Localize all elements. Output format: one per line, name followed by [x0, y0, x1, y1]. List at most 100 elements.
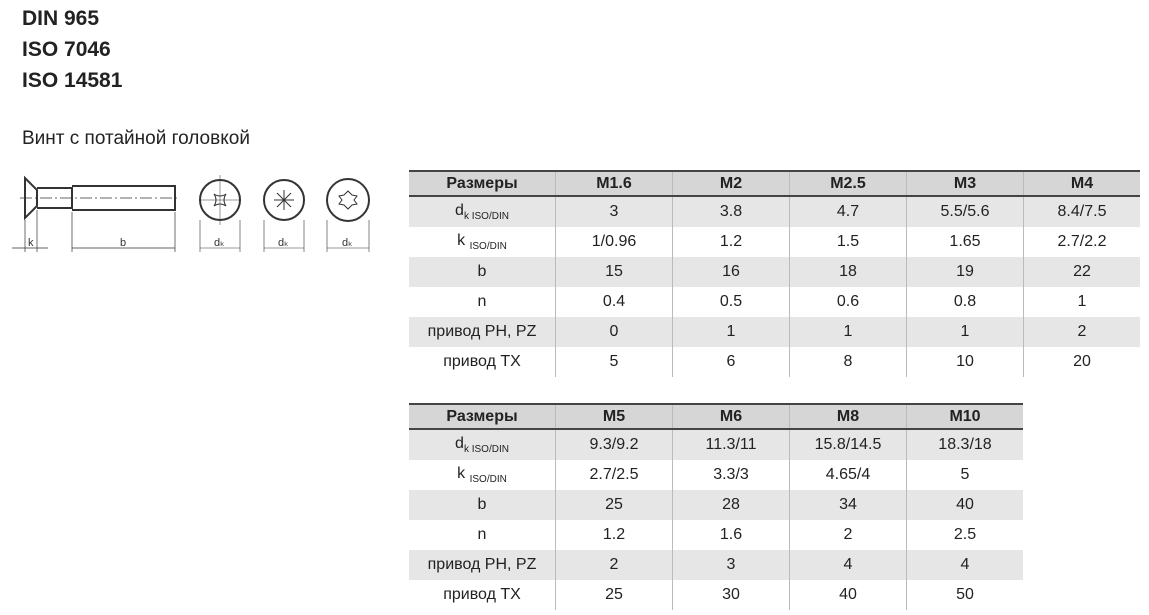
row-label: b	[409, 257, 556, 287]
phillips-head-icon: dₖ	[199, 175, 241, 252]
table-cell: 28	[672, 490, 790, 520]
table-row: привод TX 25 30 40 50	[409, 580, 1023, 610]
row-label: n	[477, 526, 487, 543]
table-cell: 34	[789, 490, 907, 520]
subtitle: Винт с потайной головкой	[22, 128, 250, 149]
size-header: M8	[789, 403, 907, 430]
dim-k: k	[28, 237, 34, 249]
size-header: M4	[1023, 170, 1140, 197]
svg-text:dₖ: dₖ	[278, 237, 289, 249]
table-row: n 0.4 0.5 0.6 0.8 1	[409, 287, 1140, 317]
row-label-dk: dk ISO/DIN	[409, 196, 556, 227]
table-cell: 10	[906, 347, 1024, 377]
table-cell: 1	[906, 317, 1024, 347]
table-cell: 22	[1023, 257, 1140, 287]
table-row: dk ISO/DIN 9.3/9.2 11.3/11 15.8/14.5 18.3/18	[409, 429, 1023, 460]
table-cell: 3	[555, 196, 673, 227]
pozidriv-head-icon: dₖ	[263, 179, 305, 252]
table-row: dk ISO/DIN 3 3.8 4.7 5.5/5.6 8.4/7.5	[409, 196, 1140, 227]
screw-drawing: k b dₖ dₖ dₖ	[12, 175, 370, 252]
standard-iso14581: ISO 14581	[22, 69, 123, 92]
table-cell: 15.8/14.5	[789, 429, 907, 460]
size-header: M3	[906, 170, 1024, 197]
table-cell: 3	[672, 550, 790, 580]
table-cell: 4.65/4	[789, 460, 907, 490]
table-row: n 1.2 1.6 2 2.5	[409, 520, 1023, 550]
table-cell: 5	[906, 460, 1023, 490]
torx-head-icon: dₖ	[326, 178, 370, 252]
table-cell: 18	[789, 257, 907, 287]
table-cell: 50	[906, 580, 1023, 610]
table-cell: 4	[789, 550, 907, 580]
table-cell: 1.2	[672, 227, 790, 257]
table-cell: 2.7/2.5	[555, 460, 673, 490]
dim-b: b	[120, 237, 126, 249]
table-cell: 4	[906, 550, 1023, 580]
header-row: Размеры M5 M6 M8 M10	[409, 403, 1023, 430]
table-cell: 1.5	[789, 227, 907, 257]
size-header: M2.5	[789, 170, 907, 197]
table-cell: 1	[672, 317, 790, 347]
row-label-dk: dk ISO/DIN	[409, 429, 556, 460]
table-cell: 1	[1023, 287, 1140, 317]
svg-text:dₖ: dₖ	[214, 237, 225, 249]
row-label: n	[477, 293, 487, 310]
table-cell: 9.3/9.2	[555, 429, 673, 460]
table-row: привод PH, PZ 0 1 1 1 2	[409, 317, 1140, 347]
table-row: b 25 28 34 40	[409, 490, 1023, 520]
table-cell: 8.4/7.5	[1023, 196, 1140, 227]
screw-side-view: k b	[12, 175, 180, 252]
table-cell: 6	[672, 347, 790, 377]
table-cell: 15	[555, 257, 673, 287]
table-row: b 15 16 18 19 22	[409, 257, 1140, 287]
standard-din965: DIN 965	[22, 7, 100, 30]
table-row: привод TX 5 6 8 10 20	[409, 347, 1140, 377]
table-cell: 1/0.96	[555, 227, 673, 257]
table-cell: 0.4	[555, 287, 673, 317]
table-cell: 8	[789, 347, 907, 377]
row-label: привод PH, PZ	[409, 317, 556, 347]
header-row: Размеры M1.6 M2 M2.5 M3 M4	[409, 170, 1140, 197]
standard-iso7046: ISO 7046	[22, 38, 111, 61]
header-label: Размеры	[409, 403, 556, 430]
row-label: привод PH, PZ	[409, 550, 556, 580]
table-cell: 2	[555, 550, 673, 580]
table-cell: 2.7/2.2	[1023, 227, 1140, 257]
table-cell: 0.6	[789, 287, 907, 317]
row-label: привод TX	[443, 353, 521, 370]
table-cell: 20	[1023, 347, 1140, 377]
table-cell: 2.5	[906, 520, 1023, 550]
row-label-k: k ISO/DIN	[457, 231, 507, 253]
table-cell: 25	[555, 580, 673, 610]
row-label: b	[409, 490, 556, 520]
table-cell: 3.8	[672, 196, 790, 227]
table-cell: 5	[555, 347, 673, 377]
table-cell: 5.5/5.6	[906, 196, 1024, 227]
table-cell: 11.3/11	[672, 429, 790, 460]
table-cell: 0.5	[672, 287, 790, 317]
table-cell: 16	[672, 257, 790, 287]
table-cell: 1.2	[555, 520, 673, 550]
table-cell: 0.8	[906, 287, 1024, 317]
row-label-k: k ISO/DIN	[457, 464, 507, 486]
row-label: привод TX	[443, 586, 521, 603]
sizes-table-2: Размеры M5 M6 M8 M10 dk ISO/DIN 9.3/9.2 11.3/1…	[409, 403, 1023, 610]
size-header: M5	[555, 403, 673, 430]
size-header: M6	[672, 403, 790, 430]
header-label: Размеры	[409, 170, 556, 197]
table-cell: 25	[555, 490, 673, 520]
table-cell: 19	[906, 257, 1024, 287]
sizes-table-1: Размеры M1.6 M2 M2.5 M3 M4 dk ISO/DIN 3 3.8 4.7 5…	[409, 170, 1140, 377]
size-header: M10	[906, 403, 1023, 430]
table-cell: 1.6	[672, 520, 790, 550]
table-cell: 40	[789, 580, 907, 610]
table-cell: 1	[789, 317, 907, 347]
size-header: M2	[672, 170, 790, 197]
table-cell: 18.3/18	[906, 429, 1023, 460]
table-cell: 2	[789, 520, 907, 550]
table-row: привод PH, PZ 2 3 4 4	[409, 550, 1023, 580]
table-cell: 30	[672, 580, 790, 610]
table-cell: 3.3/3	[672, 460, 790, 490]
table-row: k ISO/DIN 1/0.96 1.2 1.5 1.65 2.7/2.2	[409, 227, 1140, 257]
table-cell: 4.7	[789, 196, 907, 227]
